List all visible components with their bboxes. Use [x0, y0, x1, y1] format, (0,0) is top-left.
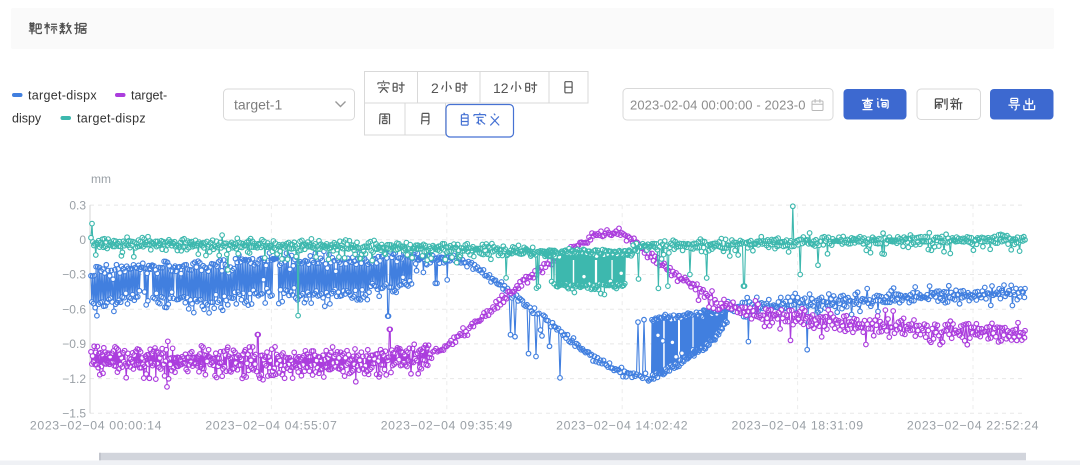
- svg-text:−1.2: −1.2: [62, 372, 86, 386]
- svg-text:2023−02−04 18:31:09: 2023−02−04 18:31:09: [732, 419, 864, 433]
- svg-text:2023-02-04 00:00:00 - 2023-0: 2023-02-04 00:00:00 - 2023-0: [630, 98, 806, 113]
- svg-text:2: 2: [431, 80, 439, 96]
- svg-text:−0.9: −0.9: [62, 337, 86, 351]
- svg-text:mm: mm: [91, 172, 111, 186]
- svg-text:target-1: target-1: [234, 97, 282, 113]
- svg-text:dispy: dispy: [12, 112, 42, 126]
- svg-text:2023−02−04 22:52:24: 2023−02−04 22:52:24: [907, 419, 1039, 433]
- svg-text:target-dispx: target-dispx: [28, 89, 97, 103]
- svg-text:−0.6: −0.6: [62, 302, 86, 316]
- svg-text:0: 0: [79, 233, 86, 247]
- svg-text:target-dispz: target-dispz: [77, 112, 146, 126]
- svg-text:12: 12: [493, 80, 509, 96]
- svg-text:0.3: 0.3: [69, 198, 86, 212]
- svg-text:2023−02−04 14:02:42: 2023−02−04 14:02:42: [556, 419, 688, 433]
- svg-text:target-: target-: [131, 89, 167, 103]
- svg-text:2023−02−04 09:35:49: 2023−02−04 09:35:49: [381, 419, 513, 433]
- svg-text:−0.3: −0.3: [62, 268, 86, 282]
- svg-text:2023−02−04 00:00:14: 2023−02−04 00:00:14: [30, 419, 162, 433]
- svg-text:−1.5: −1.5: [62, 407, 86, 421]
- svg-text:2023−02−04 04:55:07: 2023−02−04 04:55:07: [205, 419, 337, 433]
